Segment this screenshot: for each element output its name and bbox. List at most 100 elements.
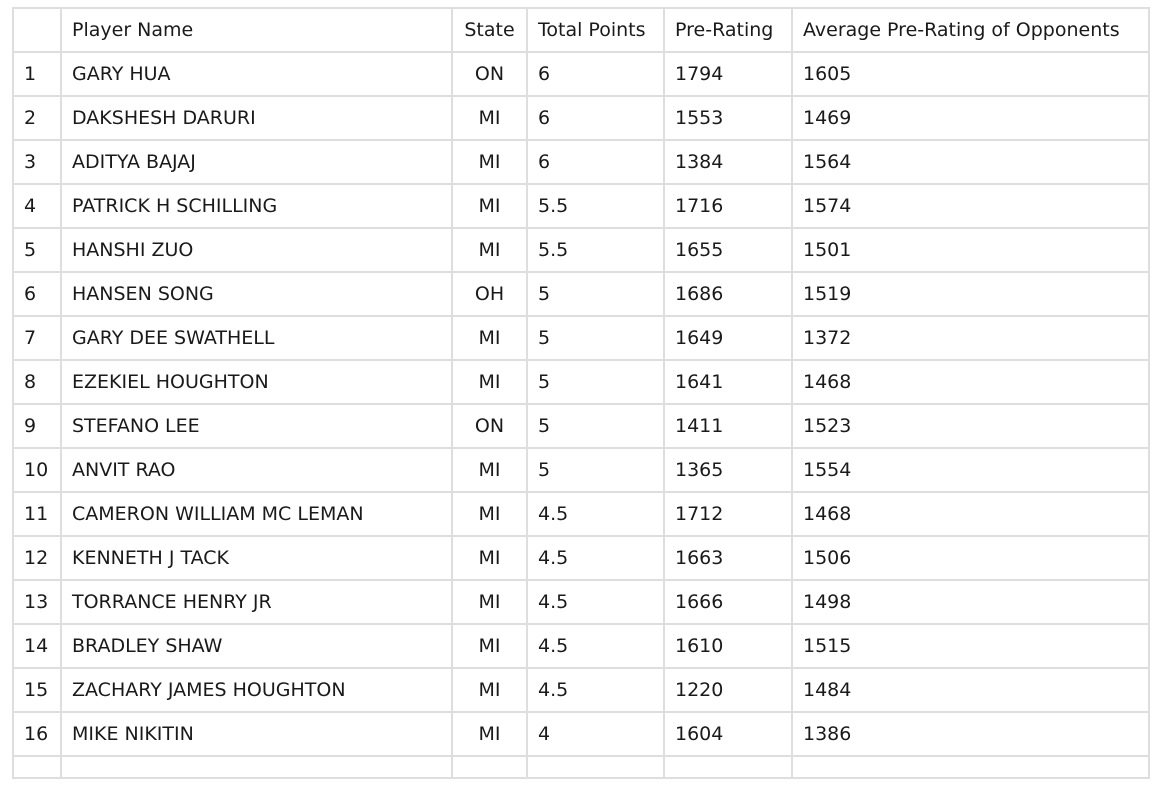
- empty-cell: [791, 755, 1150, 779]
- pre-rating-cell: 1663: [663, 535, 793, 581]
- state-cell: MI: [451, 579, 528, 625]
- pre-rating-cell: 1641: [663, 359, 793, 405]
- table-row: 6 HANSEN SONG OH 5 1686 1519: [12, 271, 1150, 317]
- rank-cell: 9: [12, 403, 62, 449]
- table-row: 2 DAKSHESH DARURI MI 6 1553 1469: [12, 95, 1150, 141]
- total-points-cell: 6: [526, 95, 665, 141]
- total-points-cell: 5: [526, 271, 665, 317]
- avg-opponent-rating-cell: 1506: [791, 535, 1150, 581]
- player-name-cell: ADITYA BAJAJ: [60, 139, 453, 185]
- table-row: 9 STEFANO LEE ON 5 1411 1523: [12, 403, 1150, 449]
- pre-rating-cell: 1712: [663, 491, 793, 537]
- rank-cell: 7: [12, 315, 62, 361]
- table-row: 1 GARY HUA ON 6 1794 1605: [12, 51, 1150, 97]
- table-row-partial: [12, 755, 1150, 779]
- pre-rating-cell: 1649: [663, 315, 793, 361]
- avg-opponent-rating-cell: 1523: [791, 403, 1150, 449]
- pre-rating-cell: 1220: [663, 667, 793, 713]
- state-cell: MI: [451, 667, 528, 713]
- total-points-cell: 4.5: [526, 491, 665, 537]
- pre-rating-cell: 1365: [663, 447, 793, 493]
- state-cell: MI: [451, 359, 528, 405]
- total-points-cell: 4.5: [526, 579, 665, 625]
- player-name-cell: GARY DEE SWATHELL: [60, 315, 453, 361]
- total-points-cell: 6: [526, 139, 665, 185]
- avg-opponent-rating-cell: 1515: [791, 623, 1150, 669]
- rank-cell: 8: [12, 359, 62, 405]
- state-cell: ON: [451, 51, 528, 97]
- state-cell: MI: [451, 535, 528, 581]
- empty-cell: [60, 755, 453, 779]
- avg-opponent-rating-cell: 1468: [791, 491, 1150, 537]
- total-points-cell: 6: [526, 51, 665, 97]
- table-body: 1 GARY HUA ON 6 1794 1605 2 DAKSHESH DARURI MI 6 1…: [12, 51, 1150, 779]
- player-name-cell: STEFANO LEE: [60, 403, 453, 449]
- table-row: 4 PATRICK H SCHILLING MI 5.5 1716 1574: [12, 183, 1150, 229]
- total-points-cell: 4.5: [526, 667, 665, 713]
- empty-cell: [526, 755, 665, 779]
- rank-cell: 10: [12, 447, 62, 493]
- rank-cell: 13: [12, 579, 62, 625]
- table-row: 12 KENNETH J TACK MI 4.5 1663 1506: [12, 535, 1150, 581]
- avg-opponent-rating-cell: 1554: [791, 447, 1150, 493]
- table-row: 16 MIKE NIKITIN MI 4 1604 1386: [12, 711, 1150, 757]
- table-row: 11 CAMERON WILLIAM MC LEMAN MI 4.5 1712 1468: [12, 491, 1150, 537]
- rank-cell: 2: [12, 95, 62, 141]
- state-cell: MI: [451, 711, 528, 757]
- pre-rating-cell: 1411: [663, 403, 793, 449]
- table-row: 15 ZACHARY JAMES HOUGHTON MI 4.5 1220 1484: [12, 667, 1150, 713]
- player-name-cell: ZACHARY JAMES HOUGHTON: [60, 667, 453, 713]
- player-name-cell: DAKSHESH DARURI: [60, 95, 453, 141]
- rank-cell: 4: [12, 183, 62, 229]
- header-rank: [12, 7, 62, 53]
- table-row: 14 BRADLEY SHAW MI 4.5 1610 1515: [12, 623, 1150, 669]
- standings-table: Player Name State Total Points Pre-Ratin…: [12, 7, 1150, 779]
- pre-rating-cell: 1686: [663, 271, 793, 317]
- rank-cell: 11: [12, 491, 62, 537]
- avg-opponent-rating-cell: 1386: [791, 711, 1150, 757]
- rank-cell: 12: [12, 535, 62, 581]
- header-avg-opponent-rating: Average Pre-Rating of Opponents: [791, 7, 1150, 53]
- avg-opponent-rating-cell: 1372: [791, 315, 1150, 361]
- player-name-cell: HANSEN SONG: [60, 271, 453, 317]
- state-cell: MI: [451, 227, 528, 273]
- table-row: 8 EZEKIEL HOUGHTON MI 5 1641 1468: [12, 359, 1150, 405]
- player-name-cell: KENNETH J TACK: [60, 535, 453, 581]
- pre-rating-cell: 1666: [663, 579, 793, 625]
- total-points-cell: 5: [526, 359, 665, 405]
- state-cell: MI: [451, 183, 528, 229]
- rank-cell: 6: [12, 271, 62, 317]
- state-cell: MI: [451, 95, 528, 141]
- pre-rating-cell: 1553: [663, 95, 793, 141]
- state-cell: OH: [451, 271, 528, 317]
- pre-rating-cell: 1604: [663, 711, 793, 757]
- table-row: 3 ADITYA BAJAJ MI 6 1384 1564: [12, 139, 1150, 185]
- player-name-cell: PATRICK H SCHILLING: [60, 183, 453, 229]
- empty-cell: [12, 755, 62, 779]
- state-cell: ON: [451, 403, 528, 449]
- total-points-cell: 5: [526, 447, 665, 493]
- state-cell: MI: [451, 447, 528, 493]
- state-cell: MI: [451, 623, 528, 669]
- avg-opponent-rating-cell: 1564: [791, 139, 1150, 185]
- total-points-cell: 5.5: [526, 227, 665, 273]
- rank-cell: 15: [12, 667, 62, 713]
- table-row: 5 HANSHI ZUO MI 5.5 1655 1501: [12, 227, 1150, 273]
- avg-opponent-rating-cell: 1484: [791, 667, 1150, 713]
- player-name-cell: GARY HUA: [60, 51, 453, 97]
- total-points-cell: 4.5: [526, 535, 665, 581]
- rank-cell: 14: [12, 623, 62, 669]
- state-cell: MI: [451, 139, 528, 185]
- avg-opponent-rating-cell: 1574: [791, 183, 1150, 229]
- total-points-cell: 5: [526, 403, 665, 449]
- header-state: State: [451, 7, 528, 53]
- avg-opponent-rating-cell: 1498: [791, 579, 1150, 625]
- player-name-cell: CAMERON WILLIAM MC LEMAN: [60, 491, 453, 537]
- header-row: Player Name State Total Points Pre-Ratin…: [12, 7, 1150, 53]
- total-points-cell: 5.5: [526, 183, 665, 229]
- rank-cell: 16: [12, 711, 62, 757]
- state-cell: MI: [451, 491, 528, 537]
- player-name-cell: MIKE NIKITIN: [60, 711, 453, 757]
- player-name-cell: EZEKIEL HOUGHTON: [60, 359, 453, 405]
- header-player-name: Player Name: [60, 7, 453, 53]
